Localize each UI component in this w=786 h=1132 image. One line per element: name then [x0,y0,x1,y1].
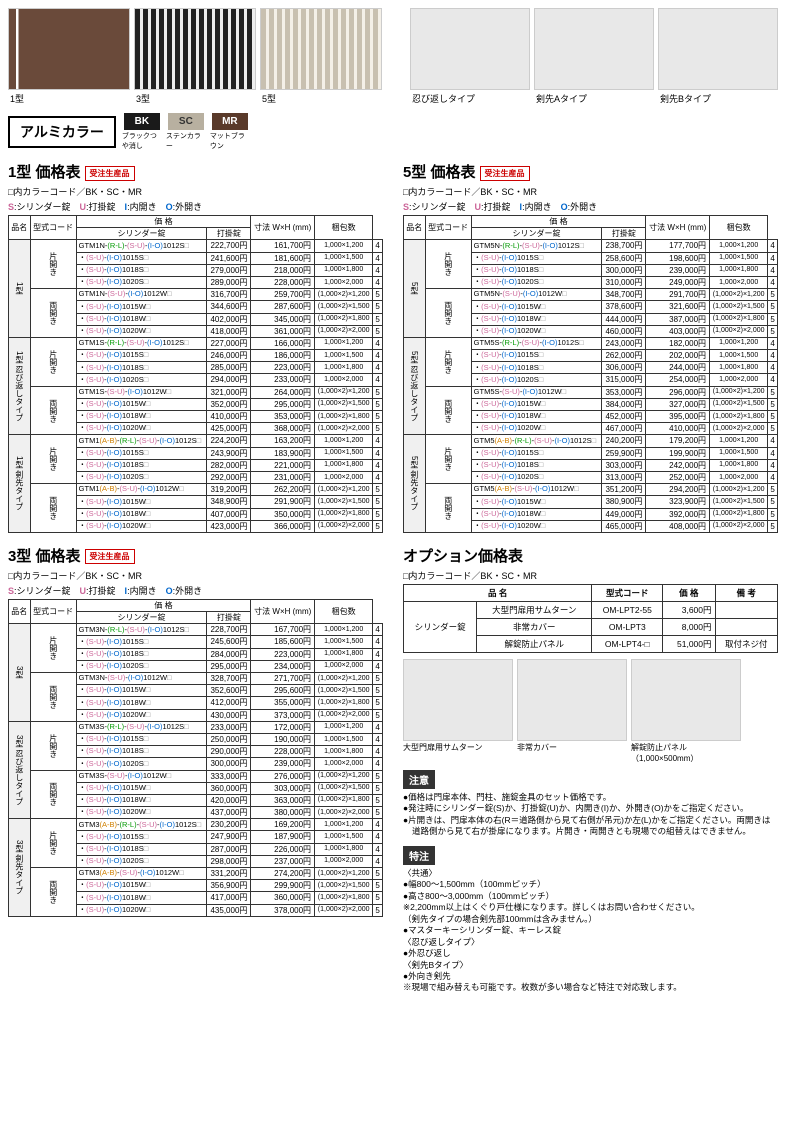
spike-thumb: 忍び返しタイプ [410,8,530,105]
t3-table: 品名型式コード価 格寸法 W×H (mm)梱包数シリンダー錠打掛錠3型片開きGT… [8,599,383,917]
spike-thumb: 剣先Bタイプ [658,8,778,105]
swatch-MR: MRマットブラウン [210,113,250,151]
t5-table: 品名型式コード価 格寸法 W×H (mm)梱包数シリンダー錠打掛錠5型片開きGT… [403,215,778,533]
notes-caution: 注意 価格は門扉本体、門柱、施錠金具のセット価格です。発注時にシリンダー錠(S)… [403,770,778,838]
spike-thumb: 剣先Aタイプ [534,8,654,105]
fence-thumb: 5型 [260,8,382,105]
swatch-BK: BKブラックつや消し [122,113,162,151]
opt-title: オプション価格表 [403,545,778,566]
t1-section: 1型 価格表受注生産品 □内カラーコード／BK・SC・MR S:シリンダー錠 U… [8,161,383,533]
t3-section: 3型 価格表受注生産品 □内カラーコード／BK・SC・MR S:シリンダー錠 U… [8,545,383,917]
option-table: 品 名型式コード価 格備 考シリンダー錠大型門扉用サムターンOM-LPT2-55… [403,584,778,653]
t5-title: 5型 価格表受注生産品 [403,161,778,182]
color-row: アルミカラー BKブラックつや消しSCステンカラーMRマットブラウン [8,113,778,151]
t1-title: 1型 価格表受注生産品 [8,161,383,182]
option-image: 非常カバー [517,659,627,764]
option-images: 大型門扉用サムターン非常カバー解錠防止パネル（1,000×500mm） [403,659,778,764]
t1-table: 品名型式コード価 格寸法 W×H (mm)梱包数シリンダー錠打掛錠1型片開きGT… [8,215,383,533]
swatch-SC: SCステンカラー [166,113,206,151]
top-image-row: 1型 3型 5型 忍び返しタイプ 剣先Aタイプ 剣先Bタイプ [8,8,778,105]
fence-thumb: 1型 [8,8,130,105]
t3-title: 3型 価格表受注生産品 [8,545,383,566]
option-image: 解錠防止パネル（1,000×500mm） [631,659,741,764]
notes-special: 特注 〈共通〉●幅800～1,500mm（100mmピッチ）●高さ800～3,0… [403,846,778,994]
t5-section: 5型 価格表受注生産品 □内カラーコード／BK・SC・MR S:シリンダー錠 U… [403,161,778,533]
option-image: 大型門扉用サムターン [403,659,513,764]
color-title: アルミカラー [8,116,116,148]
option-section: オプション価格表 □内カラーコード／BK・SC・MR 品 名型式コード価 格備 … [403,545,778,764]
fence-thumb: 3型 [134,8,256,105]
